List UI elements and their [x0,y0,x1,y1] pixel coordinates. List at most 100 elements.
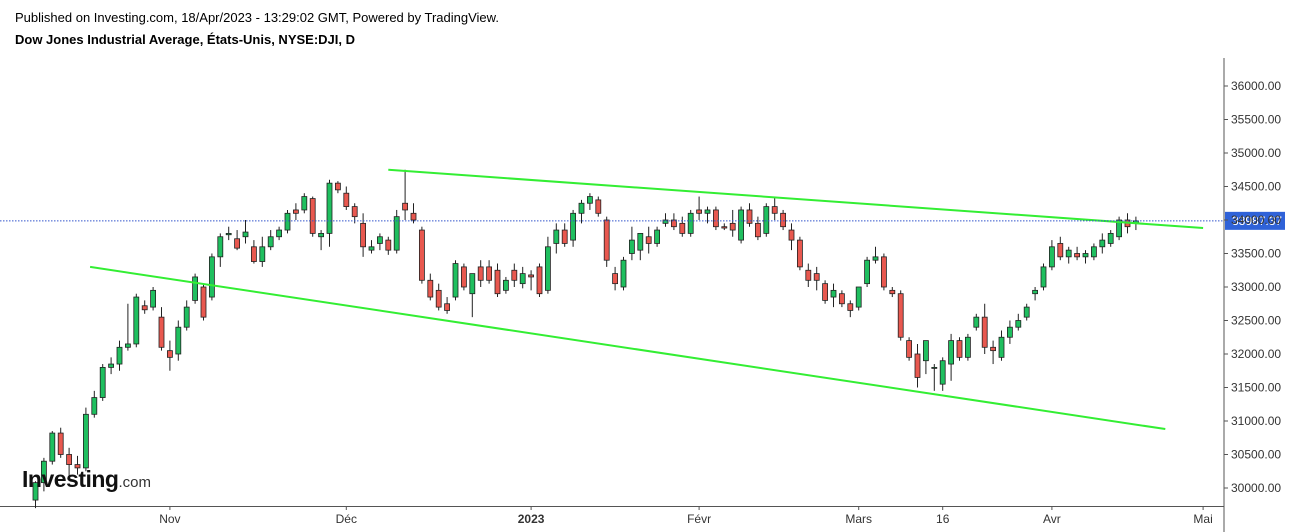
candle [1032,287,1038,301]
candle [1007,320,1013,344]
candle [931,364,938,391]
candle-body-down [822,283,828,301]
candle-body-down [343,192,350,207]
candle [141,300,148,314]
candle [83,407,89,472]
candle-body-up [855,286,862,308]
candle [1107,230,1114,247]
candle [914,343,921,388]
candle [486,260,493,284]
candle [872,246,879,264]
candle-body-down [511,269,518,281]
candle [906,337,912,361]
price-tick-label: 33000.00 [1231,280,1281,294]
candle-body-up [570,212,576,241]
candle [847,300,854,318]
candle-body-down [813,273,820,281]
candle [74,455,81,475]
candle-body-down [721,226,728,229]
candle-body-up [125,343,131,348]
candle-body-up [99,366,106,398]
candle-body-up [91,397,98,415]
candle-body-up [519,273,526,285]
trendline [388,168,1204,230]
logo-wordmark: Investing [22,466,119,492]
candle-body-down [671,219,677,228]
candle [460,263,467,291]
candle-body-down [528,274,534,278]
plot-area [0,58,1225,532]
candle-body-up [225,232,232,236]
candle-body-down [158,316,165,348]
trendlines-layer [89,168,1204,431]
candle [990,340,996,365]
candle-body-down [847,303,854,311]
time-tick-label: 16 [936,512,950,526]
candle-body-down [418,229,425,281]
candle-body-down [57,432,64,455]
price-tick-label: 34000.00 [1231,213,1281,227]
candle-body-down [309,198,316,234]
candle [259,236,266,267]
candle-body-down [292,209,299,214]
candle [57,427,64,458]
candle-body-down [788,229,795,241]
candle [536,263,543,298]
candle-body-down [334,182,341,191]
candle-body-up [973,316,980,328]
candle-body-up [318,232,325,238]
candle-body-down [200,286,207,318]
candle [469,273,476,318]
candle [1040,263,1047,291]
candle-body-up [1091,246,1097,258]
candle [939,357,946,391]
candle-body-down [956,340,963,358]
time-tick-label: 2023 [518,512,545,526]
candle [242,220,249,244]
candle [813,266,820,291]
candle-body-up [1032,289,1038,295]
candle [612,266,618,291]
candle [276,226,283,241]
candle [671,213,677,231]
candle-body-down [460,266,467,288]
candle-body-down [839,293,845,305]
candle [234,230,241,251]
candle [570,209,576,247]
candle [402,169,409,220]
price-axis[interactable]: 36000.00 35500.00 35000.00 34500.00 34000.00… [1224,79,1281,495]
candle-body-up [939,360,946,385]
candle-body-down [914,353,921,378]
candle [133,293,140,348]
price-tick-label: 31500.00 [1231,381,1281,395]
candle [855,286,862,311]
candle [839,290,845,308]
candle-body-up [1116,219,1122,238]
time-axis[interactable]: NovDéc2023FévrMars16AvrMai1 [159,506,1293,526]
candle-body-up [276,229,283,238]
candle-body-down [486,266,493,281]
price-tick-label: 34500.00 [1231,180,1281,194]
candle-body-down [385,239,392,251]
candle-body-up [41,460,47,484]
candle-body-up [1065,249,1072,258]
candle-body-down [351,206,358,218]
candle-body-up [654,229,660,244]
candle [721,223,728,231]
candle-body-down [402,202,409,211]
candle [150,287,157,311]
candle-body-up [301,196,308,211]
candle-body-down [234,238,241,249]
candle [427,273,434,301]
candle [973,313,980,331]
candle [687,209,694,237]
candle [1074,246,1080,261]
candle-body-down [805,269,812,281]
candle [343,186,350,210]
candle [108,357,114,375]
candle [822,280,828,304]
candle [1057,236,1064,261]
candle-body-down [536,266,543,295]
candle-body-up [998,336,1005,358]
candle [435,283,442,311]
